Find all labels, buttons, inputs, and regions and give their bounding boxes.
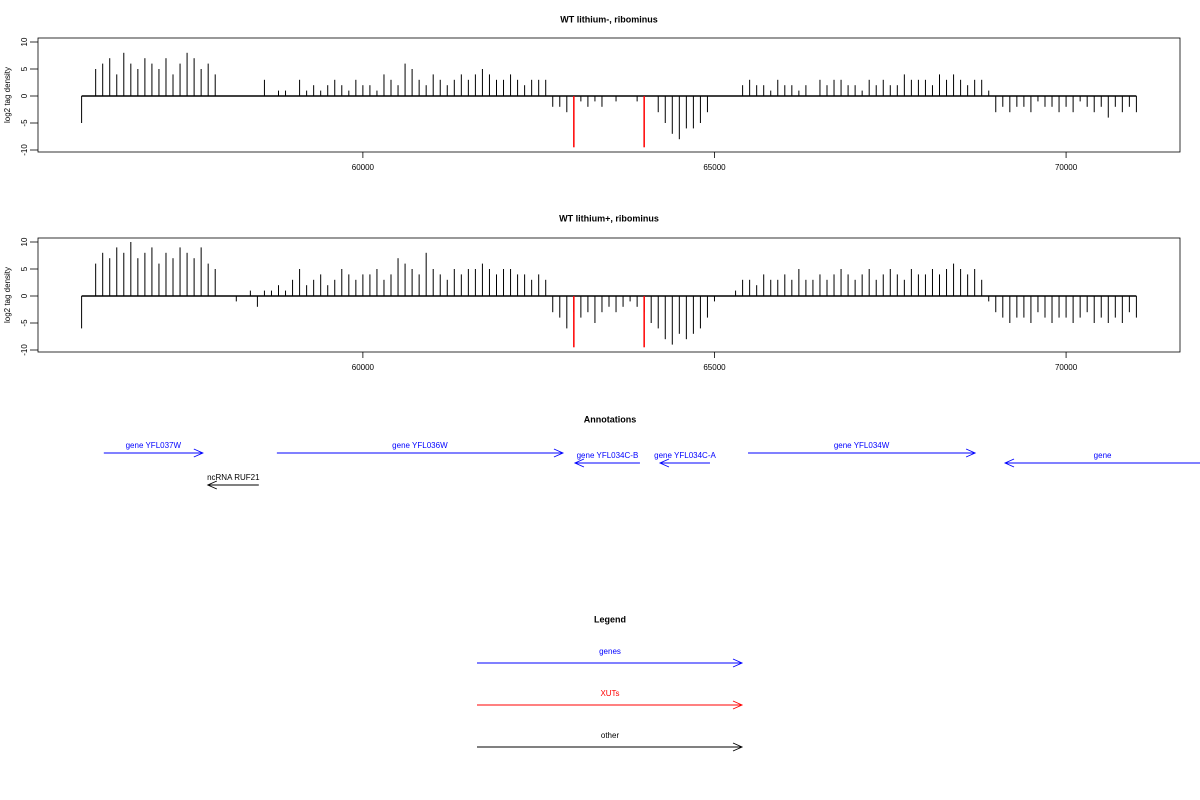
legend-arrow-head <box>732 700 744 710</box>
y-tick-label: 0 <box>20 293 29 298</box>
x-tick-label: 60000 <box>352 163 375 172</box>
annotation-label: gene <box>1094 451 1112 460</box>
y-tick-label: 10 <box>20 237 29 246</box>
y-tick-label: 5 <box>20 66 29 71</box>
y-tick-label: 5 <box>20 266 29 271</box>
x-tick-label: 70000 <box>1055 163 1078 172</box>
legend-arrow-head <box>732 742 744 752</box>
plot-frame <box>37 237 1181 353</box>
annotation-arrow-head <box>206 480 218 490</box>
annotation-label: gene YFL037W <box>126 441 182 450</box>
annotation-arrow-head <box>965 448 977 458</box>
legend-label: XUTs <box>600 689 619 698</box>
y-tick-label: -10 <box>20 144 29 156</box>
legend-label: genes <box>599 647 621 656</box>
annotation-label: gene YFL034W <box>834 441 890 450</box>
y-tick-label: -5 <box>20 119 29 127</box>
annotation-arrow-head <box>1003 458 1015 468</box>
plot-frame <box>37 37 1181 153</box>
annotation-label: gene YFL036W <box>392 441 448 450</box>
annotation-label: gene YFL034C-A <box>654 451 716 460</box>
annotations-title: Annotations <box>584 414 637 424</box>
y-tick-label: -10 <box>20 344 29 356</box>
y-axis-label: log2 tag density <box>3 67 12 123</box>
y-tick-label: -5 <box>20 319 29 327</box>
x-tick-label: 65000 <box>703 163 726 172</box>
annotation-arrow-head <box>573 458 585 468</box>
chart-title: WT lithium+, ribominus <box>559 213 659 223</box>
x-tick-label: 70000 <box>1055 363 1078 372</box>
annotation-arrow-head <box>553 448 565 458</box>
y-tick-label: 10 <box>20 37 29 46</box>
y-tick-label: 0 <box>20 93 29 98</box>
x-tick-label: 65000 <box>703 363 726 372</box>
x-tick-label: 60000 <box>352 363 375 372</box>
legend-title: Legend <box>594 614 626 624</box>
annotation-label: gene YFL034C-B <box>577 451 639 460</box>
legend-arrow-head <box>732 658 744 668</box>
annotation-arrow-head <box>658 458 670 468</box>
legend-label: other <box>601 731 620 740</box>
annotation-label: ncRNA RUF21 <box>207 473 260 482</box>
annotation-arrow-head <box>193 448 204 458</box>
chart-title: WT lithium-, ribominus <box>560 14 658 24</box>
y-axis-label: log2 tag density <box>3 267 12 323</box>
